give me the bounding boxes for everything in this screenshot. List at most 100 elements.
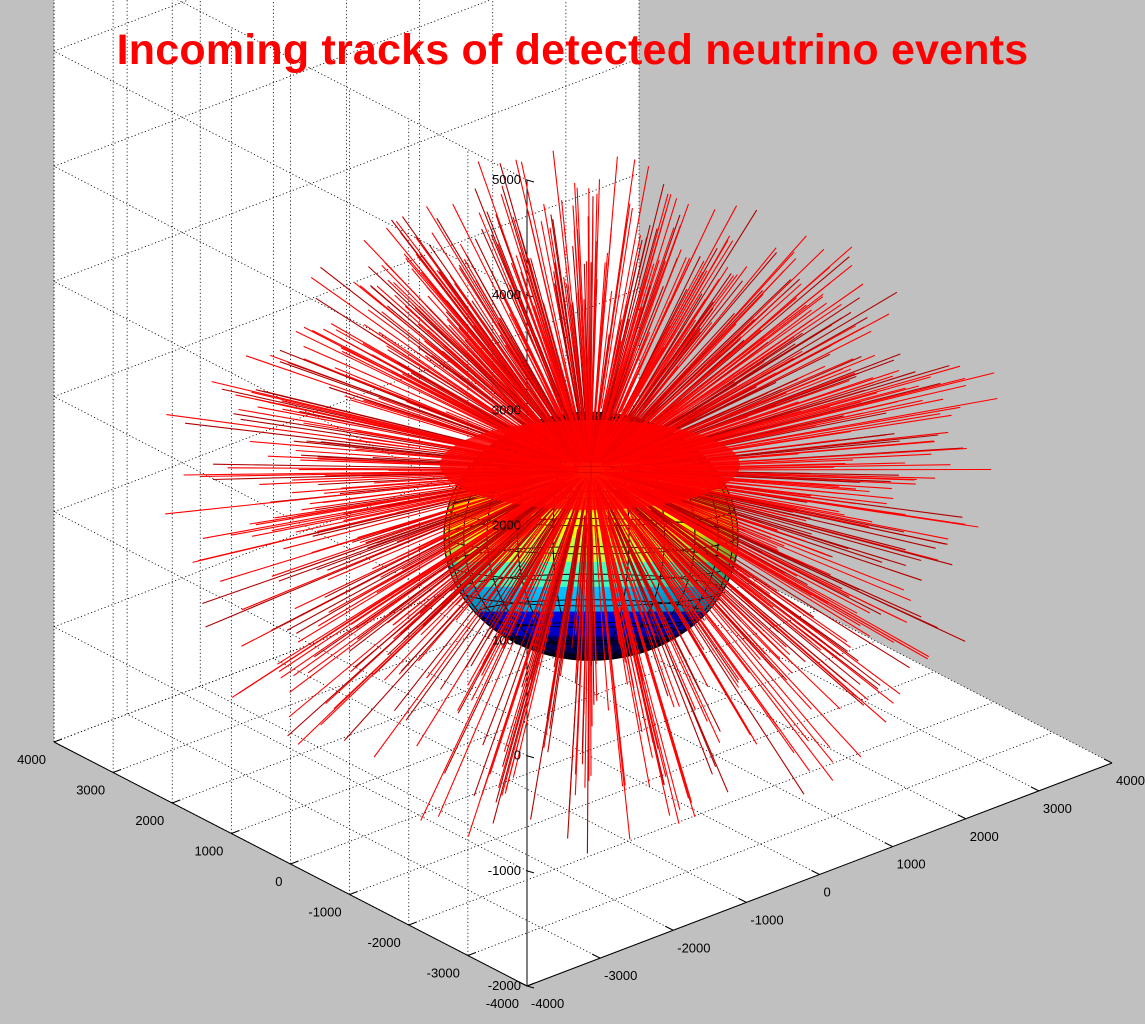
neutrino-track xyxy=(471,477,587,701)
neutrino-track xyxy=(651,499,930,658)
neutrino-track xyxy=(647,291,898,441)
neutrino-track xyxy=(632,487,843,590)
neutrino-track xyxy=(549,526,580,702)
neutrino-track xyxy=(465,516,558,669)
neutrino-track xyxy=(617,507,805,795)
neutrino-track xyxy=(594,493,622,649)
neutrino-track xyxy=(431,232,554,422)
y-tick-mark xyxy=(349,891,358,895)
neutrino-track xyxy=(620,276,707,425)
neutrino-track xyxy=(570,304,585,427)
neutrino-track xyxy=(574,532,588,775)
neutrino-track xyxy=(597,486,729,793)
neutrino-track xyxy=(547,507,585,753)
neutrino-track xyxy=(583,299,589,426)
neutrino-track xyxy=(487,483,582,639)
neutrino-track xyxy=(585,261,590,435)
neutrino-track xyxy=(439,517,554,690)
y-tick-mark xyxy=(53,738,63,743)
neutrino-track xyxy=(592,227,613,443)
x-tick-label: -1000 xyxy=(750,912,783,927)
neutrino-track xyxy=(370,284,547,439)
neutrino-track xyxy=(470,517,558,667)
neutrino-track xyxy=(488,517,555,625)
neutrino-track xyxy=(478,212,564,416)
z-tick-label: -1000 xyxy=(488,863,521,878)
neutrino-track xyxy=(458,327,549,430)
z-tick-mark xyxy=(526,870,535,874)
neutrino-track xyxy=(642,506,822,651)
neutrino-track xyxy=(520,161,578,421)
neutrino-track xyxy=(530,258,579,432)
neutrino-track xyxy=(278,500,537,672)
neutrino-track xyxy=(554,283,584,440)
neutrino-track xyxy=(595,517,631,840)
neutrino-track xyxy=(642,490,860,591)
tick-labels: -4000 -3000 -2000 -1000 0 1000 2000 3000 4000 -40… xyxy=(17,172,1145,1011)
neutrino-track xyxy=(626,509,705,609)
x-tick-mark xyxy=(665,925,674,931)
neutrino-track xyxy=(609,484,806,663)
neutrino-track xyxy=(417,518,541,662)
neutrino-track xyxy=(591,489,624,787)
neutrino-track xyxy=(576,187,590,443)
neutrino-track xyxy=(603,520,680,824)
y-tick-label: 1000 xyxy=(194,844,223,859)
neutrino-track xyxy=(376,285,562,449)
neutrino-track xyxy=(595,487,690,799)
z-tick-mark xyxy=(526,985,535,989)
z-tick-mark xyxy=(526,179,535,183)
grid-wall-z xyxy=(53,165,528,411)
neutrino-track xyxy=(384,262,560,443)
neutrino-track xyxy=(602,508,696,818)
x-tick-label: -4000 xyxy=(531,996,564,1011)
neutrino-track xyxy=(391,219,546,421)
neutrino-track xyxy=(455,285,551,422)
neutrino-track xyxy=(637,519,831,749)
neutrino-track xyxy=(617,485,815,618)
z-tick-label: -2000 xyxy=(488,978,521,993)
neutrino-track xyxy=(624,307,714,431)
neutrino-track xyxy=(373,515,552,758)
neutrino-track xyxy=(604,525,671,816)
neutrino-track xyxy=(608,506,708,722)
neutrino-track xyxy=(606,285,652,424)
grid-wall-z xyxy=(53,626,528,872)
neutrino-track xyxy=(280,501,537,679)
neutrino-track xyxy=(630,515,834,781)
neutrino-track xyxy=(590,532,595,705)
neutrino-track xyxy=(661,489,883,563)
neutrino-track xyxy=(622,493,847,683)
neutrino-track xyxy=(444,480,585,774)
neutrino-track xyxy=(437,514,569,817)
x-tick-label: 3000 xyxy=(1043,801,1072,816)
neutrino-track xyxy=(505,523,575,791)
z-tick-label: 5000 xyxy=(492,172,521,187)
neutrino-track xyxy=(647,246,853,427)
neutrino-track xyxy=(615,526,713,775)
neutrino-track xyxy=(647,499,871,637)
neutrino-track xyxy=(622,297,798,446)
neutrino-track xyxy=(489,477,588,775)
neutrino-track xyxy=(293,503,535,677)
neutrino-track xyxy=(543,203,589,458)
grid-floor-x xyxy=(200,685,674,931)
neutrino-track xyxy=(596,485,656,637)
x-tick-mark xyxy=(1103,758,1113,764)
x-tick-mark xyxy=(811,870,820,875)
neutrino-track xyxy=(592,262,606,432)
x-tick-label: 4000 xyxy=(1116,773,1145,788)
x-tick-mark xyxy=(957,814,966,820)
neutrino-track xyxy=(608,479,910,669)
neutrino-track xyxy=(615,488,779,633)
neutrino-track xyxy=(594,478,701,692)
neutrino-track xyxy=(424,340,544,439)
grid-wall-z xyxy=(53,281,528,526)
x-tick-mark xyxy=(1030,786,1040,792)
neutrino-track xyxy=(424,355,532,435)
z-tick-label: 1000 xyxy=(492,633,521,648)
neutrino-track xyxy=(597,481,705,651)
neutrino-track xyxy=(640,256,850,434)
neutrino-track xyxy=(393,517,547,712)
x-tick-mark xyxy=(884,842,893,848)
